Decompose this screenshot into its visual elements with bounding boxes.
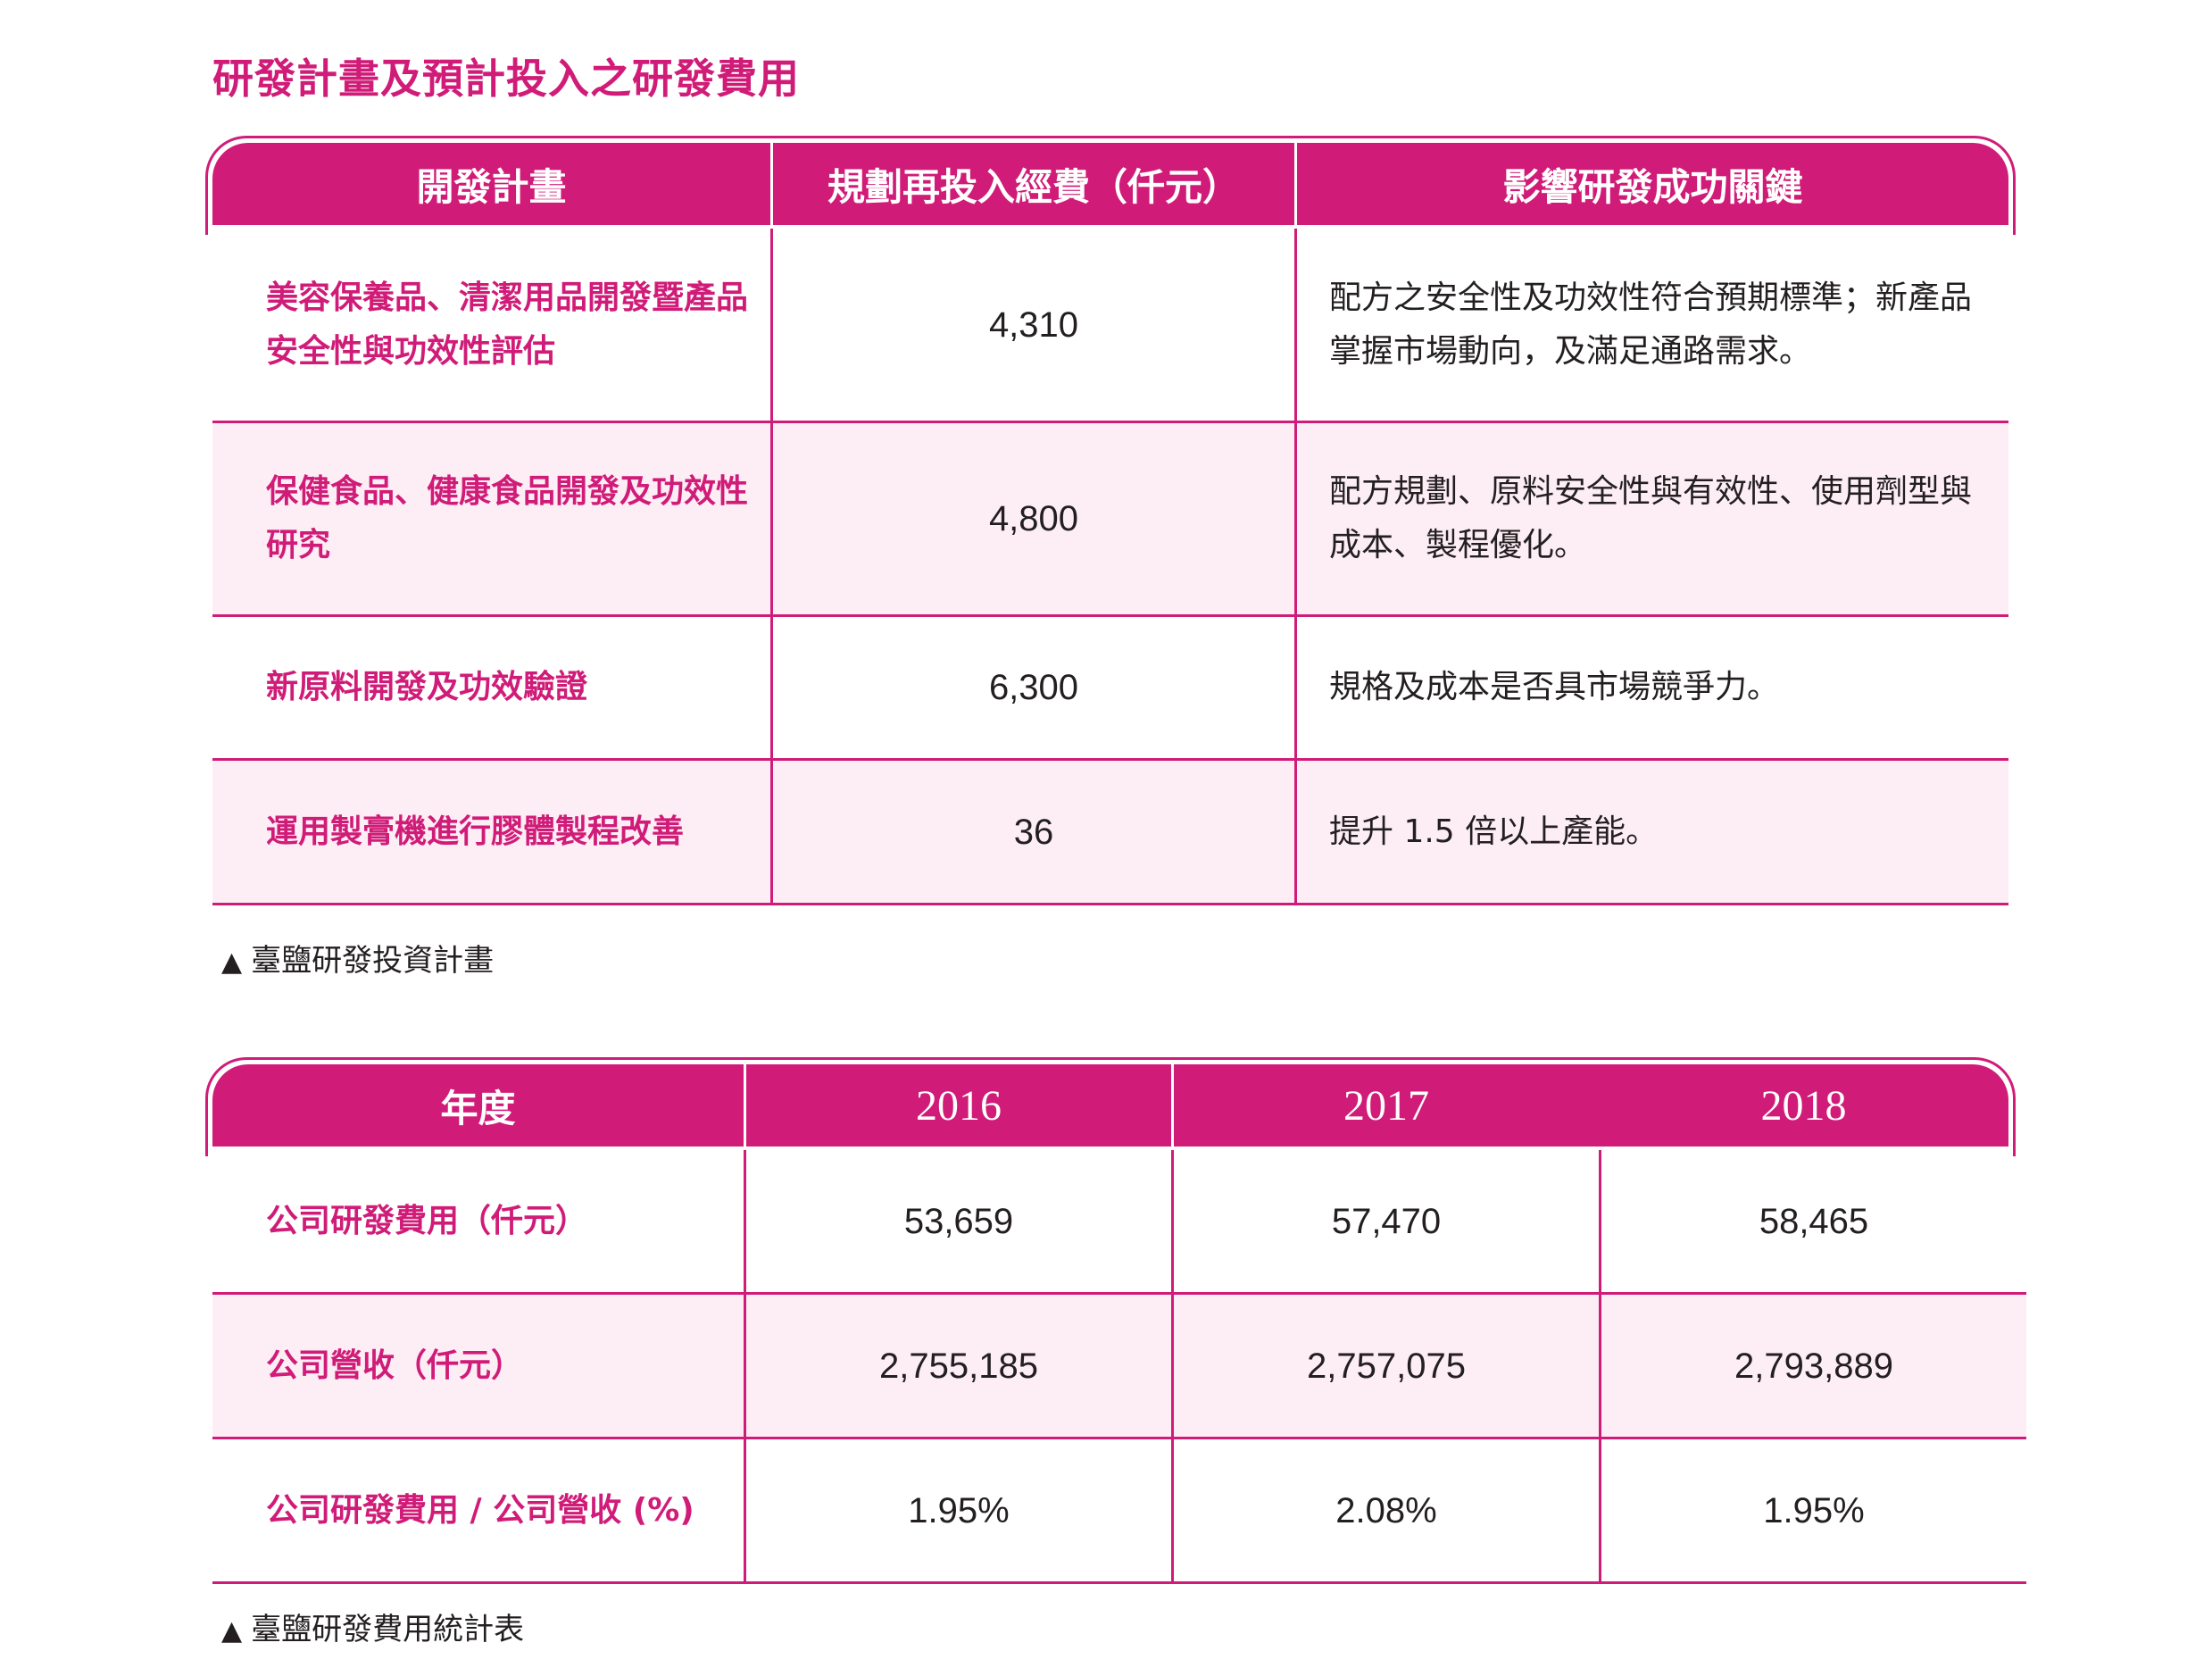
row-label: 公司研發費用 / 公司營收 (%): [266, 1491, 694, 1529]
table-row: 新原料開發及功效驗證 6,300 規格及成本是否具市場競爭力。: [212, 617, 2008, 761]
page-title: 研發計畫及預計投入之研發費用: [212, 54, 800, 103]
header-key: 影響研發成功關鍵: [1294, 143, 2008, 225]
header-2017: 2017: [1171, 1064, 1599, 1147]
value-2017: 2.08%: [1171, 1439, 1599, 1581]
caption-text: 臺鹽研發投資計畫: [251, 943, 495, 979]
table-row: 公司研發費用 / 公司營收 (%) 1.95% 2.08% 1.95%: [212, 1439, 2026, 1584]
header-year: 年度: [440, 1086, 516, 1130]
budget-cell: 36: [770, 761, 1294, 903]
caption-text: 臺鹽研發費用統計表: [251, 1612, 525, 1647]
value-2017: 57,470: [1171, 1150, 1599, 1292]
value-2016: 1.95%: [744, 1439, 1171, 1581]
rd-expense-table: 年度 2016 2017 2018 公司研發費用（仟元） 53,659 57,4…: [205, 1057, 2026, 1584]
budget-cell: 6,300: [770, 617, 1294, 758]
row-label: 公司研發費用（仟元）: [266, 1202, 588, 1239]
table-header: 開發計畫 規劃再投入經費（仟元） 影響研發成功關鍵: [205, 136, 2016, 235]
triangle-icon: ▲: [221, 946, 243, 978]
table-row: 美容保養品、清潔用品開發暨產品安全性與功效性評估 4,310 配方之安全性及功效…: [212, 229, 2008, 423]
plan-cell: 新原料開發及功效驗證: [266, 669, 588, 705]
header-plan: 開發計畫: [416, 164, 567, 209]
header-2016: 2016: [744, 1064, 1171, 1147]
key-cell: 提升 1.5 倍以上產能。: [1294, 761, 2008, 903]
table-row: 公司研發費用（仟元） 53,659 57,470 58,465: [212, 1150, 2026, 1295]
value-2016: 53,659: [744, 1150, 1171, 1292]
table1-caption: ▲ 臺鹽研發投資計畫: [221, 936, 494, 980]
table-row: 運用製膏機進行膠體製程改善 36 提升 1.5 倍以上產能。: [212, 761, 2008, 905]
key-cell: 配方之安全性及功效性符合預期標準；新產品掌握市場動向，及滿足通路需求。: [1294, 229, 2008, 421]
value-2016: 2,755,185: [744, 1295, 1171, 1437]
table-row: 保健食品、健康食品開發及功效性研究 4,800 配方規劃、原料安全性與有效性、使…: [212, 423, 2008, 617]
key-cell: 配方規劃、原料安全性與有效性、使用劑型與成本、製程優化。: [1294, 423, 2008, 614]
plan-cell: 保健食品、健康食品開發及功效性研究: [266, 473, 749, 563]
value-2018: 58,465: [1599, 1150, 2026, 1292]
header-2018: 2018: [1760, 1081, 1847, 1130]
value-2018: 1.95%: [1599, 1439, 2026, 1581]
table-row: 公司營收（仟元） 2,755,185 2,757,075 2,793,889: [212, 1295, 2026, 1439]
header-budget: 規劃再投入經費（仟元）: [770, 143, 1294, 225]
table-header: 年度 2016 2017 2018: [205, 1057, 2016, 1156]
key-cell: 規格及成本是否具市場競爭力。: [1294, 617, 2008, 758]
rd-plan-table: 開發計畫 規劃再投入經費（仟元） 影響研發成功關鍵 美容保養品、清潔用品開發暨產…: [205, 136, 2016, 905]
budget-cell: 4,310: [770, 229, 1294, 421]
table2-caption: ▲ 臺鹽研發費用統計表: [221, 1605, 524, 1648]
triangle-icon: ▲: [221, 1615, 243, 1647]
plan-cell: 美容保養品、清潔用品開發暨產品安全性與功效性評估: [266, 279, 749, 370]
budget-cell: 4,800: [770, 423, 1294, 614]
plan-cell: 運用製膏機進行膠體製程改善: [266, 813, 685, 850]
row-label: 公司營收（仟元）: [266, 1347, 524, 1384]
value-2017: 2,757,075: [1171, 1295, 1599, 1437]
value-2018: 2,793,889: [1599, 1295, 2026, 1437]
